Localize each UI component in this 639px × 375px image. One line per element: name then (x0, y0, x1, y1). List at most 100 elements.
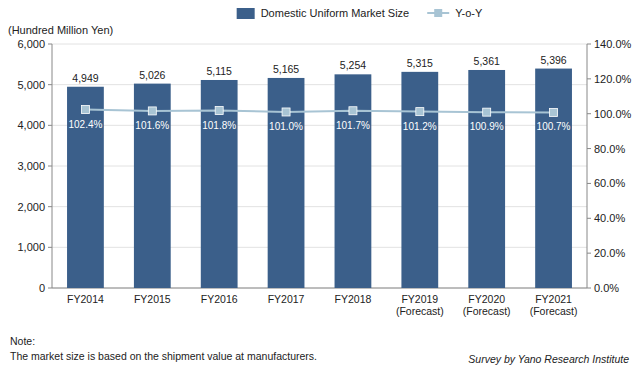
y-axis-label: (Hundred Million Yen) (8, 24, 113, 36)
x-tick-label-line: (Forecast) (396, 305, 444, 317)
y-tick-label: 3,000 (17, 160, 45, 172)
bar (401, 72, 438, 288)
bar-label: 5,396 (540, 54, 566, 66)
annotation: Note: (10, 335, 35, 347)
x-tick-label: FY2014 (67, 293, 104, 305)
bar (468, 70, 505, 288)
y2-tick-label: 100.0% (594, 108, 632, 120)
x-tick-label: FY2020(Forecast) (463, 293, 511, 317)
y-tick (48, 44, 52, 45)
y2-tick (587, 183, 591, 184)
x-tick-label-line: FY2018 (335, 293, 372, 305)
bar-label: 5,361 (474, 55, 500, 67)
y-tick-label: 1,000 (17, 241, 45, 253)
legend-swatch (237, 8, 255, 19)
grid (52, 44, 587, 288)
grid-line (52, 44, 587, 45)
y2-tick (587, 113, 591, 114)
line-label: 101.8% (202, 120, 236, 131)
line-label: 100.7% (537, 121, 571, 132)
grid-line (52, 247, 587, 248)
x-tick-label-line: FY2019 (401, 293, 438, 305)
y2-tick (587, 148, 591, 149)
bar-label: 5,254 (340, 59, 366, 71)
axes: 0 1,000 2,000 3,000 4,000 5,000 6,000 0.0% 20.0%… (17, 38, 631, 317)
y-tick-label: 0 (39, 282, 45, 294)
y-tick (48, 247, 52, 248)
marks (67, 69, 572, 288)
y2-tick (587, 44, 591, 45)
bar-label: 5,165 (273, 63, 299, 75)
x-tick-label-line: FY2014 (67, 293, 104, 305)
y2-axis-line (587, 44, 588, 288)
y2-tick-label: 120.0% (594, 73, 632, 85)
line-marker (282, 108, 290, 116)
x-tick-label-line: (Forecast) (463, 305, 511, 317)
x-tick-label: FY2015 (134, 293, 171, 305)
x-tick-label-line: FY2020 (468, 293, 505, 305)
y2-tick (587, 288, 591, 289)
line-label: 100.9% (470, 121, 504, 132)
annotations: Note: The market size is based on the shi… (10, 335, 629, 365)
y-tick-label: 2,000 (17, 201, 45, 213)
y-tick (48, 84, 52, 85)
y2-tick (587, 78, 591, 79)
line-label: 101.7% (336, 120, 370, 131)
y2-tick (587, 218, 591, 219)
x-tick-label: FY2021(Forecast) (530, 293, 578, 317)
annotation: Survey by Yano Research Institute (468, 353, 629, 365)
y-tick (48, 125, 52, 126)
line-marker (483, 108, 491, 116)
legend: Domestic Uniform Market Size Y-o-Y (237, 7, 483, 19)
y-tick (48, 166, 52, 167)
y2-tick (587, 253, 591, 254)
line-label: 101.2% (403, 121, 437, 132)
legend-label: Y-o-Y (455, 7, 483, 19)
annotation: The market size is based on the shipment… (10, 350, 317, 362)
line-marker (416, 108, 424, 116)
grid-line (52, 125, 587, 126)
line-label: 102.4% (68, 119, 102, 130)
line-marker (148, 107, 156, 115)
y2-tick-label: 80.0% (594, 143, 625, 155)
bar-label: 5,115 (206, 65, 232, 77)
chart: 0 1,000 2,000 3,000 4,000 5,000 6,000 0.0% 20.0%… (0, 0, 639, 375)
x-tick-label-line: FY2021 (535, 293, 572, 305)
line-marker (81, 106, 89, 114)
y-tick-label: 5,000 (17, 79, 45, 91)
grid-line (52, 166, 587, 167)
line-label: 101.0% (269, 121, 303, 132)
line-label: 101.6% (135, 120, 169, 131)
bar (268, 78, 305, 288)
y-tick-label: 4,000 (17, 119, 45, 131)
bar (535, 69, 572, 288)
y2-tick-label: 60.0% (594, 177, 625, 189)
x-tick-label-line: FY2017 (268, 293, 305, 305)
y2-tick-label: 40.0% (594, 212, 625, 224)
y2-tick-label: 0.0% (594, 282, 619, 294)
legend-item: Y-o-Y (427, 7, 483, 19)
y2-tick-label: 140.0% (594, 38, 632, 50)
x-tick-label: FY2019(Forecast) (396, 293, 444, 317)
bar-label: 4,949 (72, 72, 98, 84)
bar (67, 87, 104, 288)
line-marker (215, 107, 223, 115)
bar (134, 84, 171, 288)
grid-line (52, 288, 587, 289)
bar-label: 5,315 (407, 57, 433, 69)
legend-marker (434, 9, 442, 17)
grid-line (52, 206, 587, 207)
bar-label: 5,026 (139, 69, 165, 81)
y-tick-label: 6,000 (17, 38, 45, 50)
x-tick-label-line: FY2015 (134, 293, 171, 305)
bar (335, 74, 372, 288)
grid-line (52, 84, 587, 85)
x-tick-label: FY2017 (268, 293, 305, 305)
line-marker (349, 107, 357, 115)
line-marker (550, 108, 558, 116)
y2-tick-label: 20.0% (594, 247, 625, 259)
y-axis-line (52, 44, 53, 288)
legend-item: Domestic Uniform Market Size (237, 7, 410, 19)
y-tick (48, 288, 52, 289)
x-axis-line (52, 288, 587, 289)
